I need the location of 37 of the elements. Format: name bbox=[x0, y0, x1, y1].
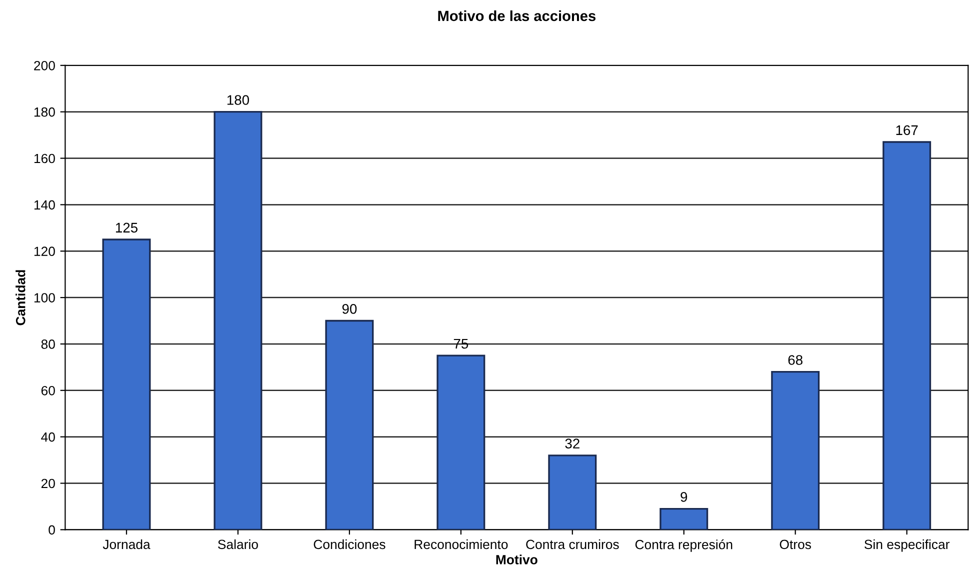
bar bbox=[548, 454, 597, 530]
x-tick-label: Otros bbox=[780, 540, 812, 550]
x-tick-label: Salario bbox=[218, 539, 258, 550]
y-tick-label: 80 bbox=[41, 340, 55, 349]
y-tick-label: 0 bbox=[48, 525, 55, 535]
data-label: 9 bbox=[680, 492, 688, 502]
x-tick-label: Contra represión bbox=[635, 539, 732, 552]
x-axis-title: Motivo bbox=[496, 554, 538, 564]
bar bbox=[325, 320, 374, 530]
chart-title: Motivo de las acciones bbox=[438, 10, 596, 22]
data-label: 90 bbox=[342, 304, 357, 314]
y-tick-label: 120 bbox=[34, 246, 55, 256]
bar bbox=[102, 238, 151, 530]
bar bbox=[882, 141, 932, 530]
y-tick-label: 100 bbox=[34, 293, 55, 302]
data-label: 125 bbox=[116, 222, 138, 233]
y-tick-label: 160 bbox=[34, 154, 55, 164]
data-label: 68 bbox=[788, 355, 802, 365]
x-tick-label: Jornada bbox=[102, 539, 150, 550]
x-tick-label: Contra crumiros bbox=[526, 539, 619, 550]
y-tick-label: 60 bbox=[41, 386, 55, 396]
y-tick-label: 200 bbox=[34, 60, 55, 70]
data-label: 167 bbox=[896, 125, 918, 136]
bar bbox=[214, 111, 262, 530]
y-tick-label: 40 bbox=[41, 432, 55, 442]
bar bbox=[660, 508, 708, 530]
bar bbox=[436, 354, 486, 530]
y-axis-title: Cantidad bbox=[16, 270, 26, 326]
bar bbox=[771, 371, 820, 530]
y-tick-label: 140 bbox=[34, 200, 55, 210]
y-tick-label: 180 bbox=[34, 107, 55, 117]
data-label: 180 bbox=[227, 95, 250, 105]
x-tick-label: Condiciones bbox=[314, 539, 386, 550]
y-tick-label: 20 bbox=[41, 478, 55, 488]
x-tick-label: Reconocimiento bbox=[414, 539, 508, 550]
x-tick-label: Sin especificar bbox=[864, 539, 950, 552]
data-label: 32 bbox=[565, 438, 580, 448]
